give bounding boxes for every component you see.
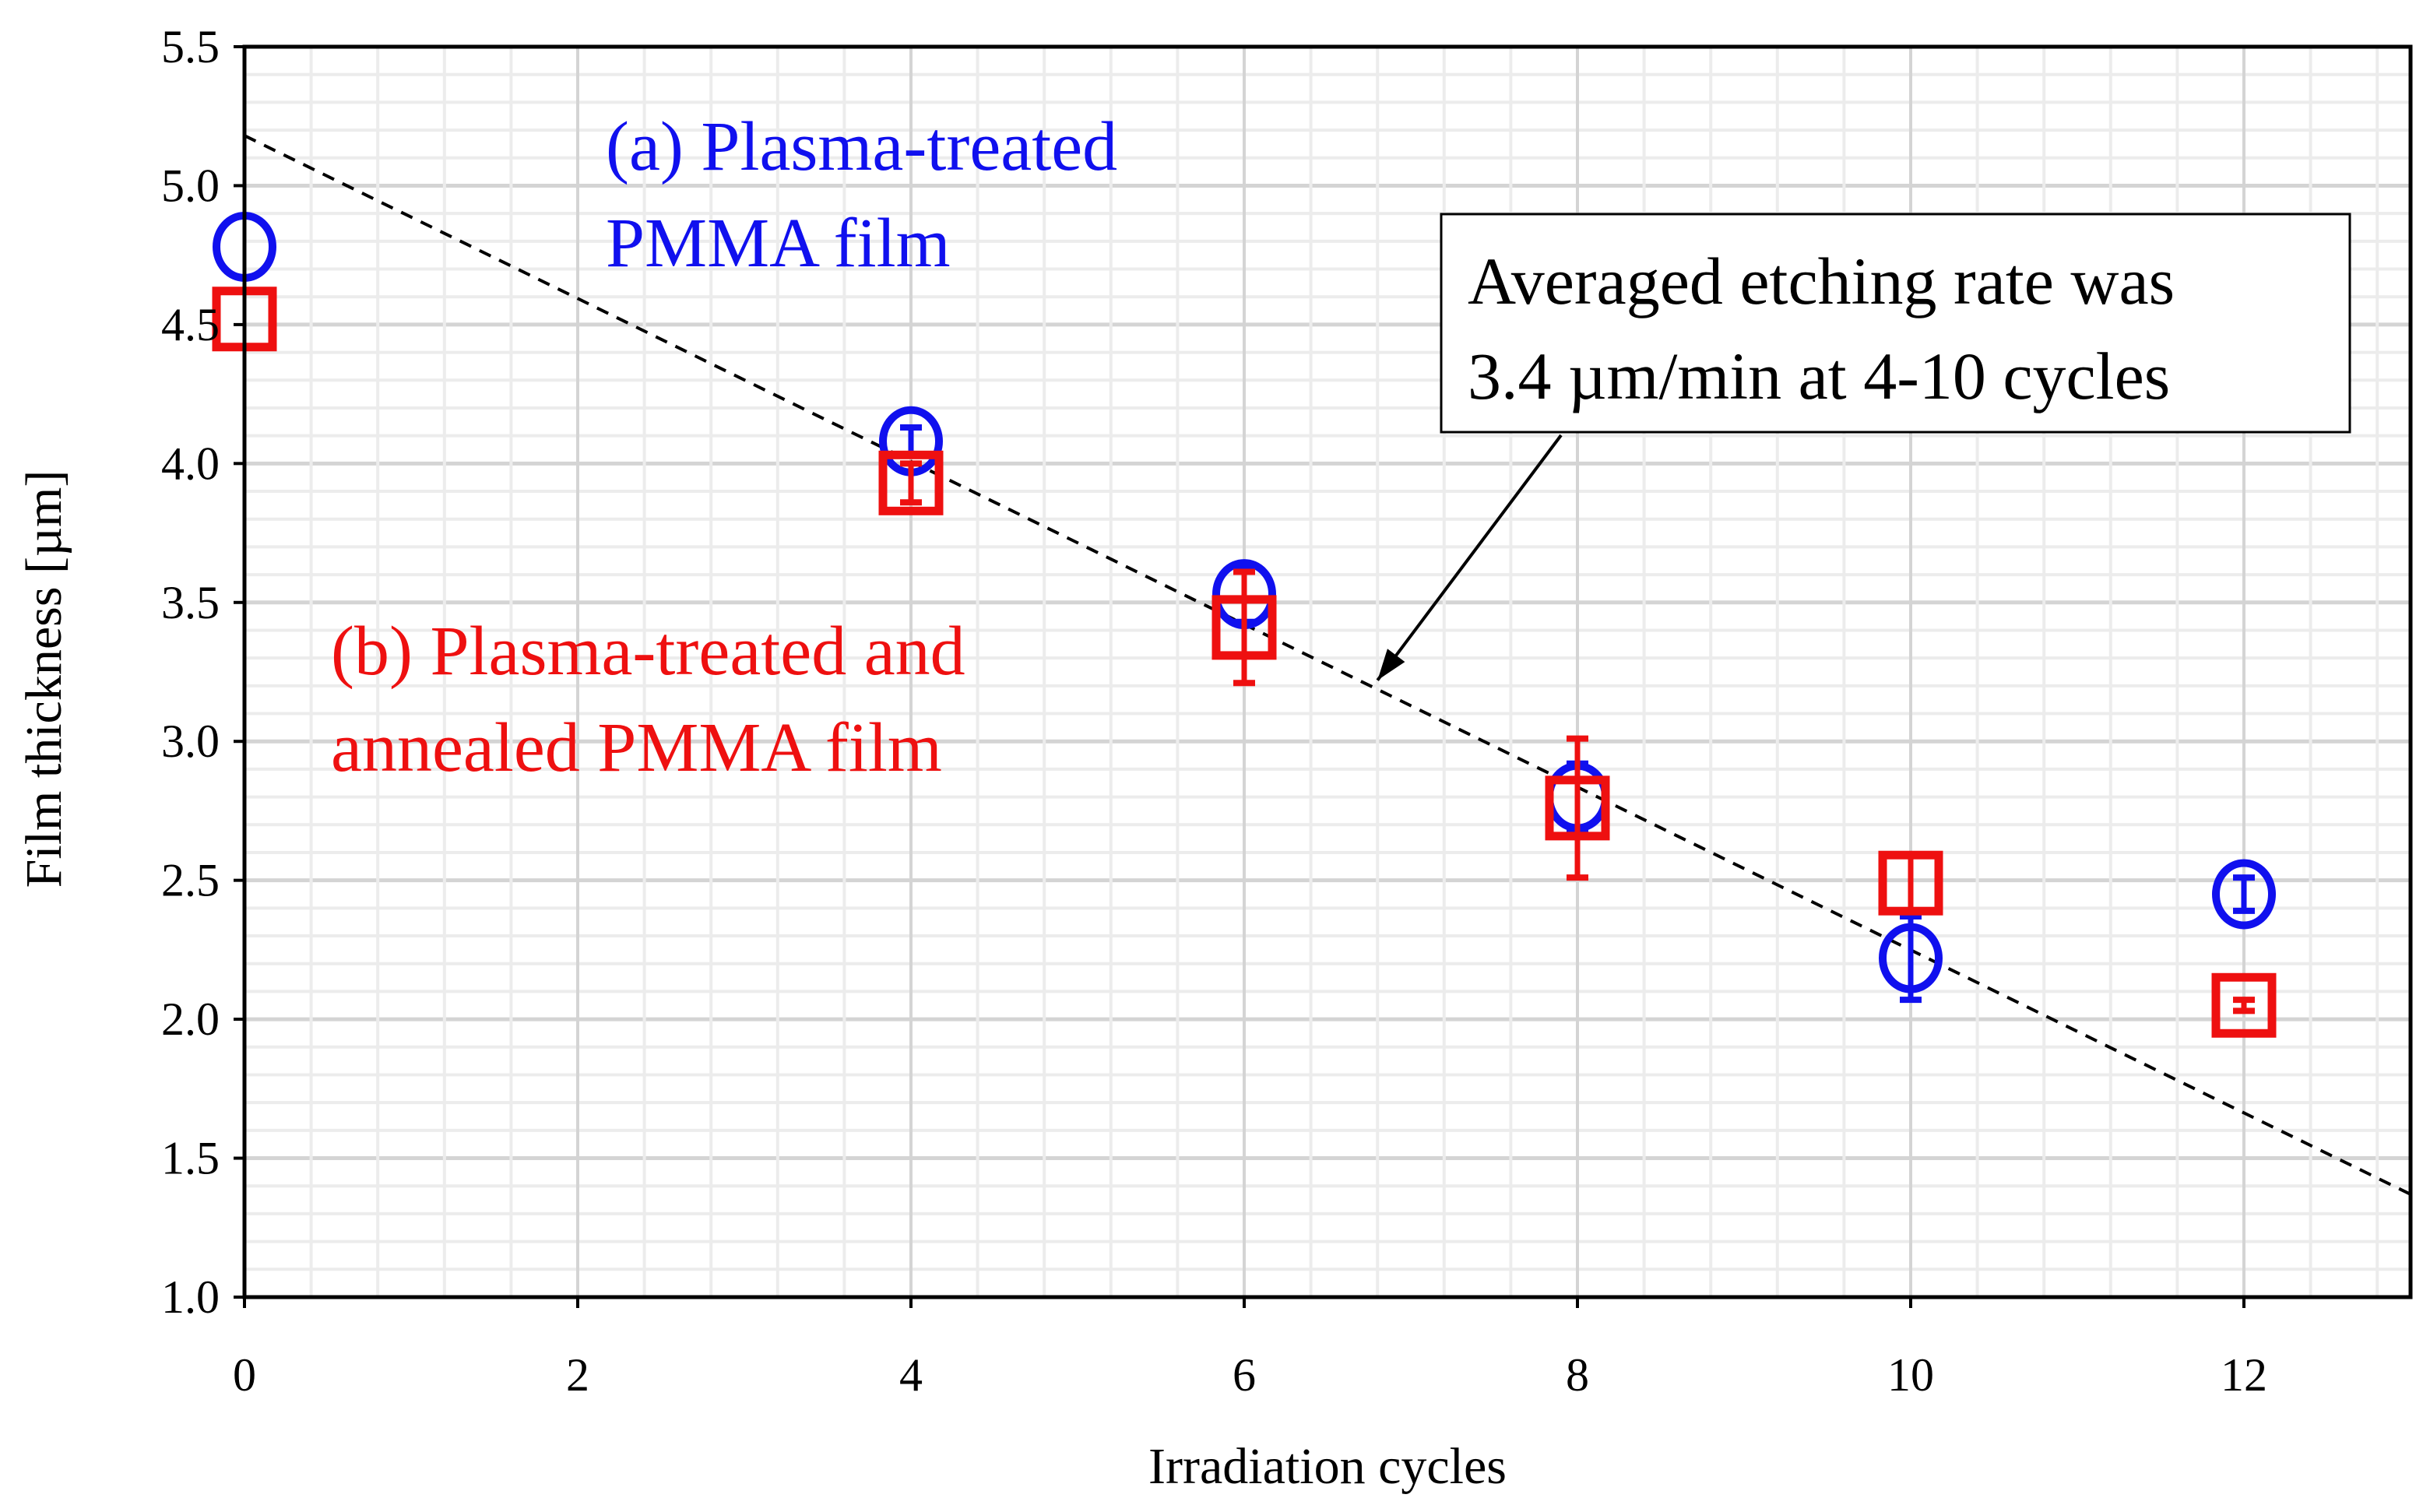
x-axis-label: Irradiation cycles [1148,1438,1507,1495]
y-tick-label: 3.5 [161,577,220,628]
series-b-point [1212,595,1277,660]
plot-frame [242,44,2413,1299]
svg-text:Averaged etching rate was: Averaged etching rate was 3.4 µm/min at … [1468,244,2192,413]
series-b-label: (b) Plasma-treated and annealed PMMA fil… [331,613,983,786]
y-tick-label: 2.0 [161,993,220,1045]
series-a-label: (a) Plasma-treated PMMA film [606,108,1135,282]
y-tick-label: 2.5 [161,855,220,906]
x-tick-label: 0 [233,1349,256,1401]
x-tick-label: 2 [566,1349,589,1401]
y-tick-label: 1.5 [161,1133,220,1184]
y-tick-label: 3.0 [161,716,220,767]
series-b-point [1878,850,1943,916]
y-tick-label: 5.0 [161,160,220,211]
series-a-point [2212,859,2276,930]
arrow-head [1377,649,1405,680]
data-marks [212,211,2277,1038]
tick-labels: 1.0 1.5 2.0 2.5 3.0 3.5 4.0 4.5 5.0 5.5 0 2 4 6 8 10 12 [161,21,2267,1401]
series-b-point [1545,775,1610,841]
annotation-arrow [1376,434,1563,681]
trendline [244,134,2411,1196]
series-a-point [1879,923,1943,993]
y-tick-label: 1.0 [161,1271,220,1323]
y-tick-label: 4.0 [161,438,220,489]
arrow-shaft [1376,434,1563,681]
x-tick-label: 6 [1233,1349,1256,1401]
y-tick-label: 5.5 [161,21,220,72]
x-tick-label: 10 [1887,1349,1934,1401]
x-tick-label: 4 [899,1349,923,1401]
series-b-point [2211,972,2277,1038]
series-b-point [878,450,944,515]
y-axis-label: Film thickness [µm] [16,470,72,888]
x-tick-label: 8 [1566,1349,1589,1401]
trendline-segment [244,134,2411,1196]
x-tick-label: 12 [2221,1349,2267,1401]
annotation-box: Averaged etching rate was 3.4 µm/min at … [1440,213,2351,434]
y-tick-label: 4.5 [161,299,220,350]
